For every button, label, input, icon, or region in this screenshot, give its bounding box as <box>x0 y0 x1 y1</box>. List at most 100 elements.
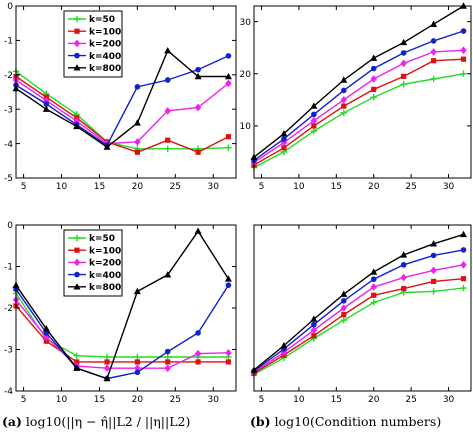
y-tick-label: -1 <box>4 37 13 47</box>
data-point <box>430 266 437 275</box>
data-point <box>430 58 437 64</box>
x-tick-label: 10 <box>56 395 68 405</box>
data-point <box>430 48 437 56</box>
x-tick-label: 25 <box>405 395 416 405</box>
data-point <box>460 261 467 269</box>
data-point <box>371 86 377 92</box>
x-tick-label: 25 <box>170 395 181 405</box>
legend-label: k=400 <box>89 52 121 62</box>
data-point <box>195 149 201 155</box>
data-point <box>195 66 201 73</box>
x-tick-label: 5 <box>259 395 265 405</box>
data-point <box>103 364 111 372</box>
data-point <box>164 364 171 372</box>
series-line-k-800 <box>15 229 229 380</box>
legend-marker <box>73 64 81 71</box>
data-point <box>165 137 171 143</box>
data-point <box>430 75 437 83</box>
x-tick-label: 20 <box>368 182 380 192</box>
legend-marker <box>73 234 81 242</box>
chart-bottom-left: 5 10 15 20 25 30-4-3-2-10k=50k=100k=200k=400k… <box>4 221 237 405</box>
data-point <box>311 321 317 328</box>
data-point <box>430 20 438 27</box>
y-tick-label: -1 <box>4 263 13 273</box>
data-point <box>460 247 467 253</box>
series-line-k-100 <box>15 305 229 363</box>
legend-label: k=200 <box>89 40 121 50</box>
data-point <box>430 38 437 44</box>
data-point <box>42 325 50 332</box>
data-point <box>310 116 318 125</box>
x-tick-label: 15 <box>331 182 342 192</box>
data-point <box>194 349 202 358</box>
data-point <box>73 122 81 130</box>
x-tick-label: 10 <box>293 182 305 192</box>
data-point <box>310 315 318 322</box>
caption-a: (a) log10(||η − η̂||L2 / ||η||L2) <box>2 414 190 429</box>
data-point <box>164 145 171 152</box>
data-point <box>134 353 141 361</box>
data-point <box>74 359 80 365</box>
data-point <box>134 369 141 376</box>
x-tick-label: 30 <box>443 395 455 405</box>
x-tick-label: 30 <box>443 182 455 192</box>
data-point <box>103 353 111 361</box>
data-point <box>341 103 347 109</box>
data-point <box>340 76 348 83</box>
data-point <box>370 276 377 283</box>
caption-a-text: log10(||η − η̂||L2 / ||η||L2) <box>25 414 191 429</box>
plot-frame <box>253 224 472 392</box>
data-point <box>164 271 172 278</box>
data-point <box>224 275 232 282</box>
data-point <box>134 359 140 365</box>
data-point <box>370 75 377 83</box>
data-point <box>430 278 437 285</box>
x-tick-label: 25 <box>170 182 181 192</box>
data-point <box>281 145 287 151</box>
data-point <box>400 273 407 282</box>
data-point <box>310 326 318 334</box>
data-point <box>164 47 172 54</box>
data-point <box>460 284 467 292</box>
data-point <box>43 101 50 107</box>
data-point <box>371 292 377 298</box>
plot-frame <box>253 5 472 179</box>
series-line-k-200 <box>15 79 229 145</box>
data-point <box>370 65 377 72</box>
plot-frame <box>15 224 237 392</box>
series-line-k-800 <box>15 49 229 148</box>
data-point <box>43 338 49 344</box>
series-line-k-100 <box>253 278 464 374</box>
legend-label: k=50 <box>89 234 115 244</box>
data-point <box>370 94 377 101</box>
data-point <box>134 138 141 146</box>
x-tick-label: 5 <box>21 182 27 192</box>
y-tick-label: 10 <box>240 122 252 132</box>
data-point <box>370 299 377 306</box>
y-tick-label: -3 <box>4 105 13 115</box>
series-line-k-400 <box>253 30 464 161</box>
series-line-k-50 <box>15 293 229 358</box>
data-point <box>340 316 347 324</box>
data-point <box>225 359 232 365</box>
data-point <box>400 251 408 258</box>
y-tick-label: 0 <box>7 221 13 231</box>
data-point <box>341 312 347 318</box>
legend-marker <box>74 271 80 278</box>
data-point <box>225 144 232 151</box>
x-tick-label: 30 <box>208 395 220 405</box>
legend-marker <box>73 39 81 48</box>
data-point <box>194 227 202 234</box>
data-point <box>460 230 468 238</box>
data-point <box>133 119 141 126</box>
series-line-k-100 <box>15 75 229 153</box>
x-tick-label: 15 <box>94 182 105 192</box>
data-point <box>340 96 347 104</box>
data-point <box>401 73 407 79</box>
x-tick-label: 15 <box>331 395 342 405</box>
data-point <box>370 268 378 275</box>
data-point <box>460 276 467 282</box>
data-point <box>73 352 80 359</box>
x-tick-label: 10 <box>56 182 68 192</box>
chart-top-left: 5 10 15 20 25 30 -5 -4 -3 -2 -1 0 k=50 k=100 k=200 k=40… <box>4 2 237 192</box>
